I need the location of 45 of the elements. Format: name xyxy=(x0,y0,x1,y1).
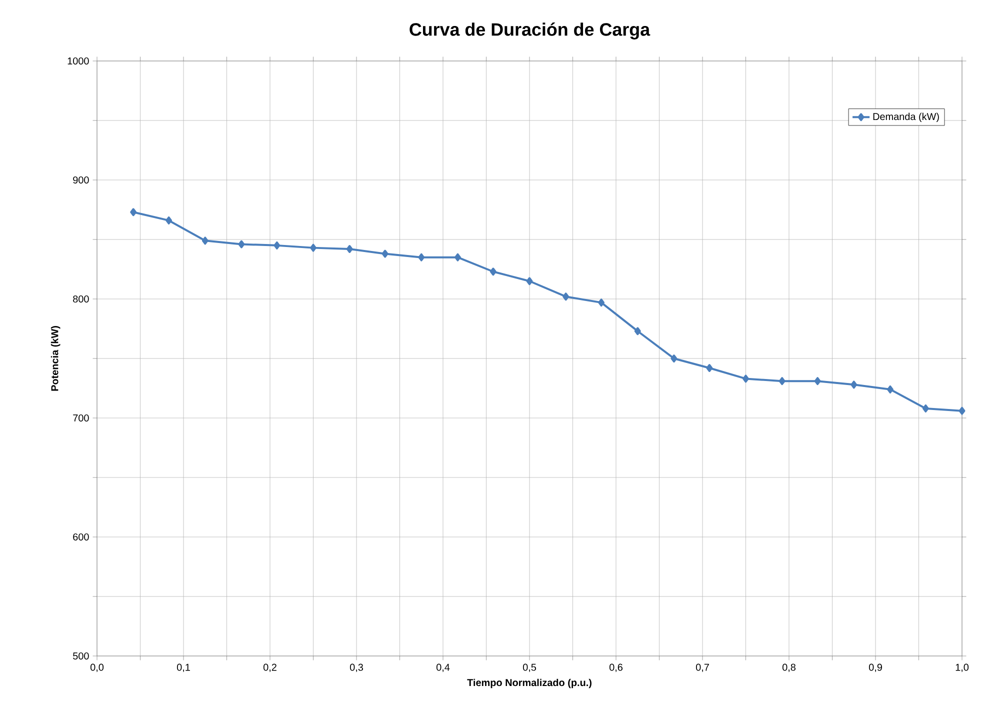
x-tick-label: 0,5 xyxy=(522,664,536,672)
legend-label: Demanda (kW) xyxy=(873,112,939,122)
point xyxy=(310,244,317,252)
y-tick-label: 600 xyxy=(73,533,89,541)
x-tick-label: 0,4 xyxy=(436,664,450,672)
point xyxy=(130,208,137,216)
point xyxy=(418,253,425,262)
point xyxy=(202,236,208,245)
point xyxy=(598,298,605,307)
point xyxy=(454,253,461,262)
y-tick-label: 1000 xyxy=(68,57,89,65)
y-tick-label: 500 xyxy=(73,652,89,660)
point xyxy=(670,354,678,362)
point xyxy=(238,240,245,248)
x-tick-label: 0,8 xyxy=(782,664,796,672)
chart-title: Curva de Duración de Carga xyxy=(410,22,650,40)
point xyxy=(850,380,858,389)
point xyxy=(922,404,929,412)
point xyxy=(706,364,713,372)
point xyxy=(562,292,570,301)
y-tick-label: 800 xyxy=(73,295,89,303)
point xyxy=(382,250,388,258)
point xyxy=(778,377,786,386)
y-tick-label: 700 xyxy=(73,414,89,422)
point xyxy=(634,327,641,336)
point xyxy=(886,385,894,394)
x-axis-title: Tiempo Normalizado (p.u.) xyxy=(467,678,592,688)
x-tick-label: 0,7 xyxy=(696,664,709,672)
x-tick-label: 0,6 xyxy=(609,664,623,672)
point xyxy=(958,406,966,415)
x-tick-label: 0,1 xyxy=(176,664,190,672)
point xyxy=(274,241,280,250)
point xyxy=(166,216,172,224)
point xyxy=(490,268,496,276)
x-tick-label: 0,9 xyxy=(868,664,882,672)
x-tick-label: 0,3 xyxy=(350,664,364,672)
y-axis-title: Potencia (kW) xyxy=(50,326,60,391)
x-tick-label: 1,0 xyxy=(956,664,969,672)
point xyxy=(742,374,750,383)
x-tick-label: 0,0 xyxy=(90,664,104,672)
point xyxy=(346,245,353,253)
x-tick-label: 0,2 xyxy=(263,664,276,672)
point xyxy=(814,377,821,386)
y-tick-label: 900 xyxy=(73,176,89,184)
point xyxy=(526,277,533,286)
